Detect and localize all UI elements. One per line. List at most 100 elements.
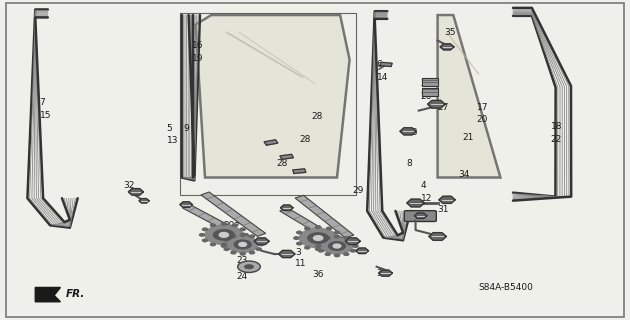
Text: 6: 6 — [377, 60, 382, 69]
Polygon shape — [280, 208, 341, 243]
Polygon shape — [139, 199, 149, 203]
Circle shape — [338, 237, 343, 239]
Circle shape — [240, 234, 245, 236]
Text: 28: 28 — [276, 159, 287, 168]
Text: 35: 35 — [444, 28, 455, 37]
Text: 5: 5 — [167, 124, 173, 132]
Polygon shape — [35, 287, 60, 302]
Circle shape — [326, 227, 331, 230]
Circle shape — [308, 233, 328, 243]
Circle shape — [243, 234, 248, 236]
Text: 23: 23 — [236, 256, 248, 265]
Text: 22: 22 — [551, 135, 562, 144]
Polygon shape — [195, 15, 350, 178]
Polygon shape — [380, 62, 392, 67]
Polygon shape — [280, 154, 294, 159]
Polygon shape — [440, 44, 454, 50]
Circle shape — [316, 226, 321, 228]
Text: 4: 4 — [421, 181, 427, 190]
Circle shape — [239, 243, 246, 246]
Circle shape — [335, 231, 340, 234]
Text: 28: 28 — [299, 135, 311, 144]
Circle shape — [326, 246, 331, 249]
Polygon shape — [201, 192, 266, 236]
Text: 29: 29 — [224, 221, 235, 230]
Text: 25: 25 — [421, 79, 432, 88]
Text: 36: 36 — [312, 270, 323, 279]
Text: 32: 32 — [123, 181, 135, 190]
FancyBboxPatch shape — [404, 211, 437, 221]
Polygon shape — [428, 100, 445, 108]
Polygon shape — [129, 188, 144, 195]
Circle shape — [333, 244, 341, 248]
Circle shape — [244, 264, 254, 269]
Circle shape — [238, 261, 260, 272]
Circle shape — [321, 238, 352, 254]
Circle shape — [232, 243, 238, 246]
Circle shape — [214, 230, 234, 240]
Circle shape — [314, 236, 323, 240]
Polygon shape — [280, 205, 293, 211]
Circle shape — [232, 224, 238, 227]
Circle shape — [318, 240, 323, 243]
Circle shape — [316, 245, 321, 247]
Text: 33: 33 — [406, 128, 418, 137]
Circle shape — [256, 238, 261, 241]
Circle shape — [221, 222, 226, 225]
Text: 10: 10 — [233, 234, 245, 243]
Text: 31: 31 — [438, 205, 449, 214]
Text: 2: 2 — [233, 222, 239, 231]
Circle shape — [328, 242, 345, 250]
Circle shape — [231, 235, 236, 237]
Circle shape — [227, 236, 258, 252]
Circle shape — [297, 231, 302, 234]
Polygon shape — [254, 238, 269, 244]
Circle shape — [224, 248, 229, 251]
Circle shape — [200, 234, 205, 236]
Polygon shape — [429, 233, 447, 240]
Polygon shape — [407, 199, 425, 207]
Circle shape — [316, 248, 321, 251]
Circle shape — [344, 236, 349, 239]
Circle shape — [221, 245, 226, 247]
Text: 3: 3 — [295, 248, 301, 257]
Circle shape — [224, 238, 229, 241]
Circle shape — [210, 224, 215, 227]
Text: 11: 11 — [295, 259, 306, 268]
FancyBboxPatch shape — [423, 78, 438, 86]
Circle shape — [325, 236, 330, 239]
Circle shape — [219, 233, 229, 237]
Text: 7: 7 — [40, 98, 45, 107]
Text: S84A-B5400: S84A-B5400 — [478, 283, 534, 292]
Polygon shape — [278, 251, 295, 258]
Text: 29: 29 — [353, 186, 364, 195]
Polygon shape — [356, 248, 369, 253]
Circle shape — [231, 251, 236, 254]
Polygon shape — [415, 213, 427, 219]
Polygon shape — [379, 270, 392, 276]
Circle shape — [249, 251, 255, 254]
Text: 19: 19 — [192, 53, 204, 62]
Circle shape — [240, 228, 245, 231]
Circle shape — [335, 235, 340, 238]
Circle shape — [335, 254, 340, 257]
Circle shape — [344, 253, 349, 255]
Polygon shape — [264, 140, 278, 145]
Circle shape — [249, 235, 255, 237]
Circle shape — [305, 246, 310, 249]
Circle shape — [297, 242, 302, 245]
Circle shape — [353, 245, 358, 247]
Polygon shape — [183, 204, 249, 240]
Polygon shape — [180, 202, 192, 207]
Text: 17: 17 — [476, 103, 488, 112]
Circle shape — [305, 227, 310, 230]
Text: 18: 18 — [551, 122, 562, 131]
Text: 28: 28 — [312, 113, 323, 122]
Circle shape — [240, 252, 245, 255]
Circle shape — [318, 250, 323, 252]
Polygon shape — [438, 15, 500, 178]
Polygon shape — [293, 169, 306, 173]
Circle shape — [350, 240, 355, 243]
Circle shape — [294, 237, 299, 239]
FancyBboxPatch shape — [423, 88, 438, 96]
